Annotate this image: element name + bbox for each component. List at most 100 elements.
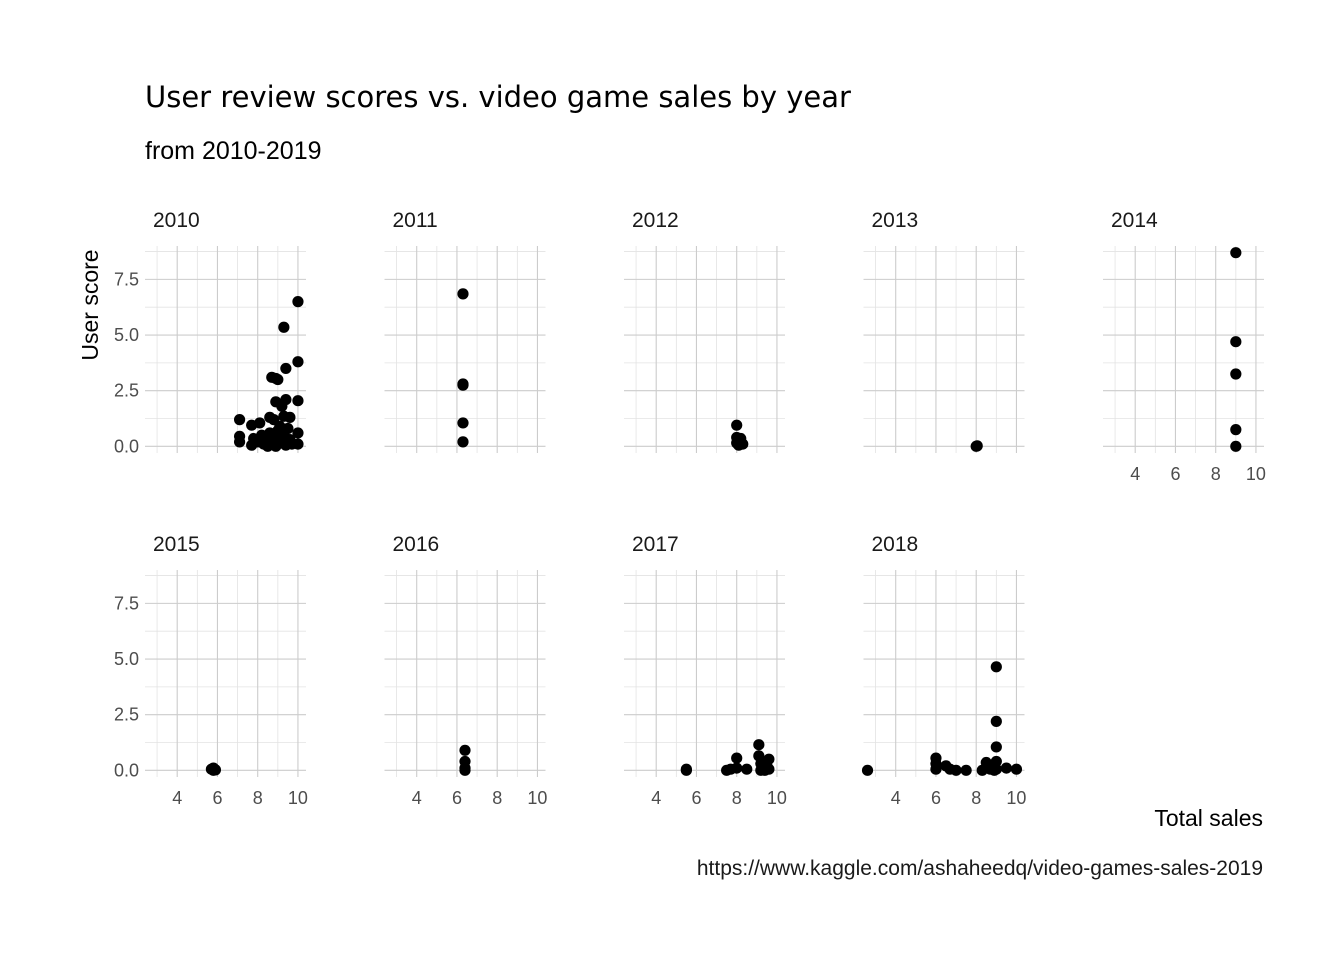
data-point bbox=[233, 436, 246, 448]
data-point bbox=[457, 417, 469, 429]
x-tick-label: 10 bbox=[767, 788, 787, 808]
facet-label: 2014 bbox=[1111, 209, 1158, 232]
facet-panel-2010: 2010 0.0 2.5 5.0 7.5 bbox=[114, 209, 306, 456]
data-point bbox=[990, 661, 1002, 673]
data-point bbox=[731, 752, 743, 764]
data-point bbox=[861, 764, 874, 776]
facet-panel-2018: 2018 4 6 8 10 bbox=[861, 533, 1026, 808]
data-point bbox=[988, 764, 1000, 776]
facet-label: 2012 bbox=[632, 209, 679, 232]
data-point bbox=[1230, 440, 1242, 452]
data-point bbox=[276, 400, 288, 412]
x-tick-label: 4 bbox=[172, 788, 182, 808]
data-point bbox=[990, 755, 1002, 768]
facet-label: 2017 bbox=[632, 533, 679, 556]
chart-subtitle: from 2010-2019 bbox=[145, 137, 322, 165]
data-point bbox=[930, 763, 942, 775]
data-point bbox=[741, 763, 753, 775]
data-point bbox=[755, 764, 767, 776]
facet-label: 2010 bbox=[153, 209, 200, 232]
data-point bbox=[990, 715, 1002, 727]
y-tick-label: 2.5 bbox=[114, 381, 139, 401]
x-tick-label: 8 bbox=[732, 788, 742, 808]
data-point bbox=[680, 763, 692, 775]
x-tick-label: 6 bbox=[1170, 464, 1180, 484]
data-point bbox=[280, 362, 292, 375]
data-point bbox=[457, 436, 469, 448]
x-tick-label: 10 bbox=[527, 788, 547, 808]
facet-label: 2015 bbox=[153, 533, 200, 556]
y-tick-label: 7.5 bbox=[114, 269, 139, 289]
chart-caption: https://www.kaggle.com/ashaheedq/video-g… bbox=[697, 857, 1263, 880]
data-point bbox=[292, 427, 304, 439]
data-point bbox=[971, 440, 983, 452]
data-point bbox=[292, 438, 304, 450]
chart-title: User review scores vs. video game sales … bbox=[145, 80, 851, 114]
x-tick-label: 4 bbox=[412, 788, 422, 808]
data-point bbox=[457, 379, 469, 391]
y-tick-label: 7.5 bbox=[114, 593, 139, 613]
x-tick-label: 8 bbox=[492, 788, 502, 808]
data-point bbox=[209, 764, 222, 776]
data-point bbox=[753, 739, 765, 751]
data-point bbox=[1000, 762, 1012, 774]
x-tick-label: 6 bbox=[931, 788, 941, 808]
data-point bbox=[292, 356, 304, 368]
x-tick-label: 8 bbox=[971, 788, 981, 808]
data-point bbox=[1230, 336, 1242, 348]
y-tick-label: 0.0 bbox=[114, 760, 139, 780]
y-tick-label: 0.0 bbox=[114, 436, 139, 456]
y-tick-label: 5.0 bbox=[114, 325, 139, 345]
facet-label: 2018 bbox=[872, 533, 919, 556]
data-point bbox=[270, 372, 282, 385]
data-point bbox=[459, 744, 471, 756]
x-tick-label: 10 bbox=[1006, 788, 1026, 808]
facet-panel-2015: 2015 0.0 2.5 5.0 7.5 4 6 8 10 bbox=[114, 533, 308, 808]
data-point bbox=[282, 422, 294, 435]
data-point bbox=[735, 436, 747, 448]
x-tick-label: 10 bbox=[288, 788, 308, 808]
data-point bbox=[278, 321, 290, 333]
x-tick-label: 4 bbox=[651, 788, 661, 808]
y-axis-title: User score bbox=[77, 249, 103, 360]
data-point bbox=[233, 414, 246, 426]
x-axis-title: Total sales bbox=[1154, 805, 1263, 831]
data-point bbox=[459, 764, 471, 776]
x-tick-label: 10 bbox=[1246, 464, 1266, 484]
data-point bbox=[1230, 247, 1242, 259]
facet-panel-2011: 2011 bbox=[384, 209, 546, 453]
y-tick-label: 2.5 bbox=[114, 705, 139, 725]
data-point bbox=[763, 753, 775, 765]
data-point bbox=[254, 417, 266, 429]
facet-label: 2016 bbox=[393, 533, 440, 556]
data-point bbox=[990, 741, 1002, 753]
x-tick-label: 6 bbox=[212, 788, 222, 808]
facet-panel-2012: 2012 bbox=[624, 209, 785, 453]
data-point bbox=[1230, 424, 1242, 436]
data-point bbox=[731, 419, 743, 431]
x-tick-label: 8 bbox=[253, 788, 263, 808]
facet-panel-2016: 2016 4 6 8 10 bbox=[384, 533, 547, 808]
x-tick-label: 6 bbox=[691, 788, 701, 808]
data-point bbox=[292, 296, 304, 308]
facet-panel-2017: 2017 4 6 8 10 bbox=[624, 533, 787, 808]
data-point bbox=[284, 411, 296, 423]
x-tick-label: 4 bbox=[1130, 464, 1140, 484]
facet-panel-2014: 2014 4 6 8 10 bbox=[1103, 209, 1266, 484]
y-tick-label: 5.0 bbox=[114, 649, 139, 669]
data-point bbox=[292, 395, 304, 407]
data-point bbox=[457, 288, 469, 300]
data-point bbox=[1010, 763, 1023, 775]
data-point bbox=[1230, 368, 1242, 380]
x-tick-label: 6 bbox=[452, 788, 462, 808]
x-tick-label: 4 bbox=[891, 788, 901, 808]
facet-label: 2013 bbox=[872, 209, 919, 232]
x-tick-label: 8 bbox=[1211, 464, 1221, 484]
facet-panel-2013: 2013 bbox=[863, 209, 1025, 453]
data-point bbox=[731, 762, 743, 774]
data-point bbox=[960, 764, 972, 776]
data-point bbox=[950, 764, 962, 776]
facet-label: 2011 bbox=[393, 209, 438, 232]
